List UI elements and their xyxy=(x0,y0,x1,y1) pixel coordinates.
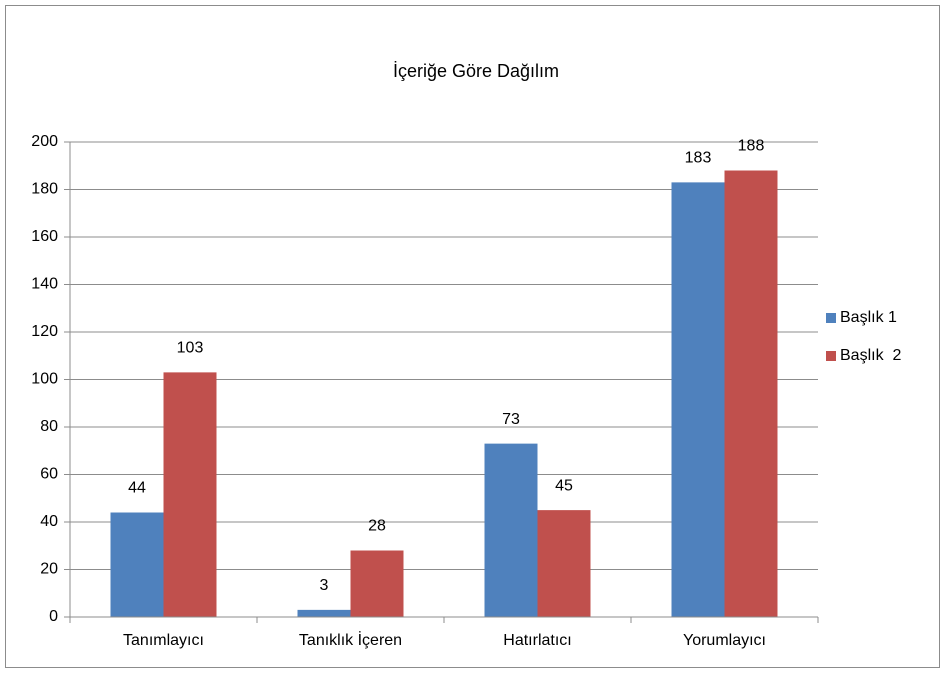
data-label: 188 xyxy=(738,138,765,155)
y-tick-label: 180 xyxy=(31,181,58,198)
bar xyxy=(297,609,351,617)
bar xyxy=(163,372,217,617)
y-tick-label: 120 xyxy=(31,323,58,340)
chart-title: İçeriğe Göre Dağılım xyxy=(393,61,559,81)
data-label: 3 xyxy=(320,577,329,594)
data-label: 28 xyxy=(368,518,386,535)
y-tick-label: 60 xyxy=(40,466,58,483)
x-tick-label: Yorumlayıcı xyxy=(683,632,766,649)
data-label: 73 xyxy=(502,411,520,428)
y-tick-label: 160 xyxy=(31,228,58,245)
bar xyxy=(537,510,591,617)
bar xyxy=(671,182,725,617)
bar xyxy=(724,170,778,617)
data-label: 45 xyxy=(555,477,573,494)
y-tick-label: 200 xyxy=(31,133,58,150)
y-tick-label: 140 xyxy=(31,276,58,293)
x-tick-label: Tanımlayıcı xyxy=(123,632,204,649)
legend-label: Başlık 1 xyxy=(840,309,897,326)
bar xyxy=(484,443,538,617)
y-tick-label: 80 xyxy=(40,418,58,435)
legend-label: Başlık 2 xyxy=(840,347,901,364)
data-label: 44 xyxy=(128,480,146,497)
y-tick-label: 40 xyxy=(40,513,58,530)
legend-swatch xyxy=(826,351,836,361)
y-tick-label: 20 xyxy=(40,561,58,578)
data-label: 103 xyxy=(177,340,204,357)
x-tick-label: Hatırlatıcı xyxy=(503,632,571,649)
y-tick-label: 100 xyxy=(31,371,58,388)
bar xyxy=(350,550,404,617)
data-label: 183 xyxy=(685,150,712,167)
x-tick-label: Tanıklık İçeren xyxy=(299,630,402,649)
legend-swatch xyxy=(826,313,836,323)
bar xyxy=(110,512,164,617)
y-tick-label: 0 xyxy=(49,608,58,625)
